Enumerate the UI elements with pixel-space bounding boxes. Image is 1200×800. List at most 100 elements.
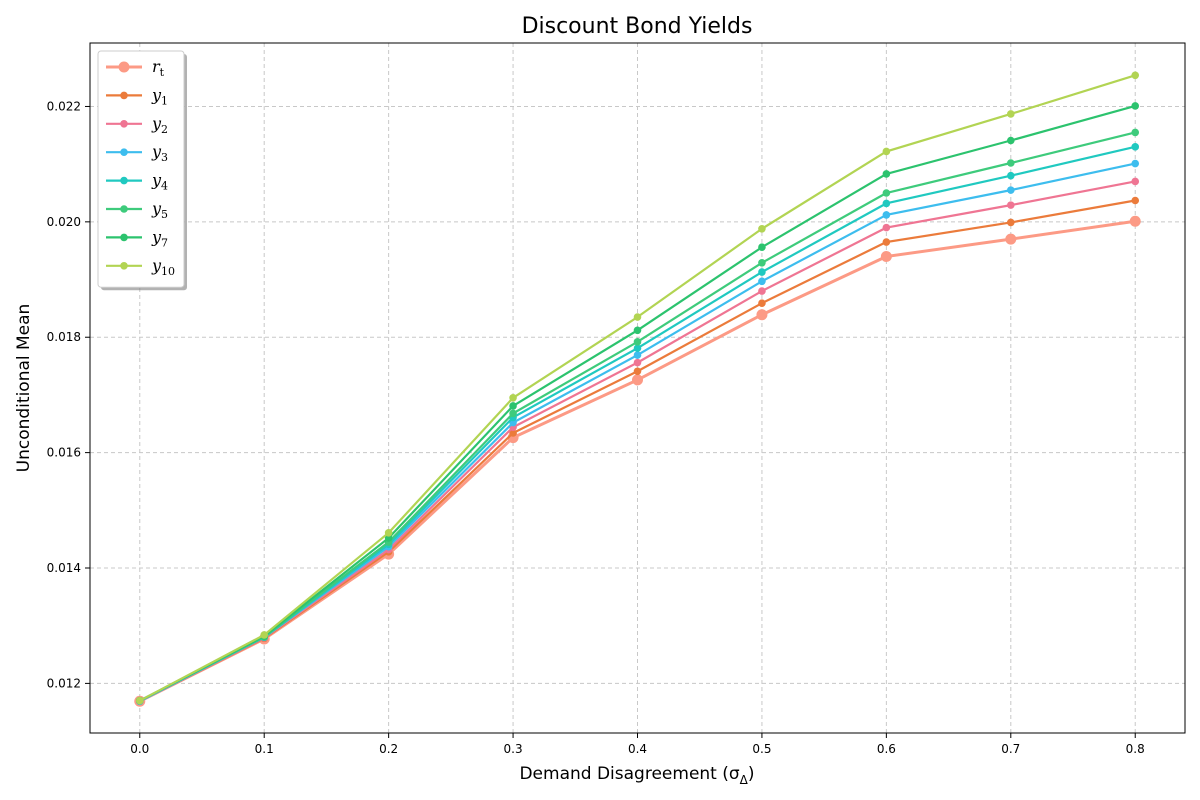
x-tick-label: 0.3 <box>504 742 523 756</box>
legend-label-main: y <box>151 256 162 275</box>
data-point <box>758 287 766 295</box>
data-point <box>1131 128 1140 137</box>
legend-label-sub: 10 <box>161 265 175 278</box>
legend-label: y5 <box>151 199 168 221</box>
data-point <box>882 147 891 156</box>
x-tick-label: 0.7 <box>1001 742 1020 756</box>
data-point <box>880 250 892 262</box>
legend-label: y10 <box>151 256 175 278</box>
legend-entry: y5 <box>106 199 168 221</box>
y-axis-label: Unconditional Mean <box>14 304 34 473</box>
data-point <box>384 534 393 542</box>
data-point <box>632 374 643 386</box>
data-point <box>509 409 517 418</box>
chart-title: Discount Bond Yields <box>522 14 753 39</box>
data-point <box>1131 102 1140 110</box>
x-axis-label-main: Demand Disagreement (σ <box>519 764 739 784</box>
y-tick-label: 0.014 <box>47 561 81 575</box>
legend-label-sub: 2 <box>161 123 168 136</box>
legend-marker <box>120 233 128 242</box>
legend-marker <box>120 176 128 185</box>
data-point <box>260 631 269 639</box>
data-point <box>882 223 891 232</box>
legend-marker <box>120 205 128 213</box>
legend-label-sub: t <box>160 66 165 79</box>
x-tick-label: 0.0 <box>130 742 149 756</box>
legend-label-main: y <box>151 171 162 190</box>
data-point <box>882 170 891 178</box>
tick-layer: 0.0 0.1 0.2 0.3 0.4 0.5 0.6 0.7 0.8 0.012 0.014 0.0… <box>47 99 1145 756</box>
data-point <box>1005 233 1017 245</box>
data-point <box>1006 136 1015 145</box>
y-tick-label: 0.016 <box>47 446 81 460</box>
data-point <box>509 429 517 437</box>
x-axis-label-tail: ) <box>748 764 755 784</box>
legend-label-main: y <box>151 199 162 218</box>
legend-label-main: y <box>151 85 162 104</box>
legend-marker <box>120 91 128 100</box>
data-point <box>633 367 642 376</box>
data-point <box>509 394 517 402</box>
data-point <box>1006 201 1015 209</box>
legend-label: rt <box>152 57 165 79</box>
data-point <box>633 358 642 367</box>
data-point <box>1006 186 1015 194</box>
data-point <box>756 309 768 321</box>
data-point <box>384 529 393 537</box>
legend-label-sub: 5 <box>161 208 168 221</box>
data-point <box>509 402 517 410</box>
data-point <box>758 224 766 233</box>
data-point <box>1131 159 1140 168</box>
grid-layer <box>90 43 1185 733</box>
series-y-7 <box>135 102 1140 705</box>
data-point <box>758 243 766 252</box>
data-point <box>1006 218 1015 227</box>
x-tick-label: 0.1 <box>255 742 274 756</box>
legend-label-sub: 4 <box>161 180 168 193</box>
data-point <box>633 344 642 352</box>
legend-entry: y10 <box>106 256 175 278</box>
legend-label-main: y <box>151 227 162 246</box>
x-tick-label: 0.8 <box>1126 742 1145 756</box>
data-point <box>882 238 891 246</box>
legend-entry: y4 <box>106 171 168 193</box>
series-layer <box>134 71 1141 707</box>
x-tick-label: 0.6 <box>877 742 896 756</box>
data-point <box>758 277 766 286</box>
y-tick-label: 0.022 <box>47 99 81 113</box>
data-point <box>1129 215 1141 227</box>
legend-label: y4 <box>151 171 168 193</box>
data-point <box>633 326 642 335</box>
legend-marker <box>118 61 130 73</box>
legend-entry: y1 <box>106 85 168 107</box>
legend-label: y3 <box>151 142 168 164</box>
y-tick-label: 0.018 <box>47 330 81 344</box>
data-point <box>1006 159 1015 167</box>
data-point <box>882 189 891 197</box>
data-point <box>633 313 642 321</box>
data-point <box>758 268 766 276</box>
y-tick-label: 0.012 <box>47 676 81 690</box>
x-axis-label-sub: Δ <box>740 773 749 787</box>
legend-label-main: r <box>152 57 161 76</box>
data-point <box>1131 177 1140 186</box>
legend-entry: y3 <box>106 142 168 164</box>
legend-label: y1 <box>151 85 168 107</box>
legend-entry: rt <box>106 57 165 79</box>
data-point <box>633 338 642 346</box>
data-point <box>633 351 642 359</box>
data-point <box>1006 171 1015 180</box>
data-point <box>882 211 891 219</box>
legend-label: y7 <box>151 227 168 249</box>
legend-label-main: y <box>151 114 162 133</box>
data-point <box>758 299 766 307</box>
x-axis-label: Demand Disagreement (σΔ) <box>519 764 754 787</box>
series-y-10 <box>135 71 1140 705</box>
x-tick-label: 0.2 <box>379 742 398 756</box>
legend-entry: y7 <box>106 227 168 249</box>
data-point <box>882 199 891 208</box>
data-point <box>1006 110 1015 118</box>
